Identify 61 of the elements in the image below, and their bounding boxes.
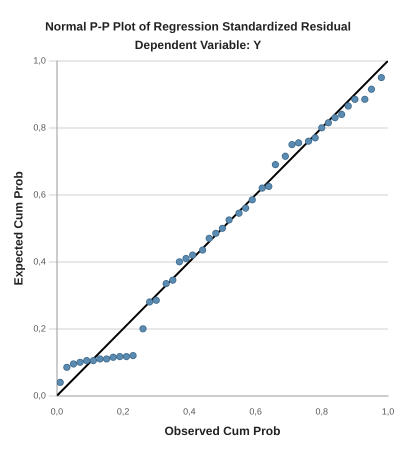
y-tick-label: 0,4 <box>33 256 46 266</box>
point <box>258 184 266 192</box>
point <box>265 182 272 190</box>
point <box>225 216 233 224</box>
point <box>162 280 170 288</box>
y-tick-label: 0,2 <box>33 323 46 334</box>
y-tick-label: 0,8 <box>33 122 46 132</box>
point <box>212 230 220 237</box>
point <box>272 161 280 168</box>
point <box>324 119 332 126</box>
point <box>304 138 312 145</box>
point <box>206 234 213 242</box>
chart-title: Normal P-P Plot of Regression Standardized Residual <box>45 20 351 34</box>
point <box>242 204 250 212</box>
point <box>295 139 302 146</box>
x-tick-label: 0,4 <box>183 406 196 417</box>
point <box>235 210 243 217</box>
point <box>176 258 184 266</box>
point <box>169 276 176 284</box>
point <box>90 357 97 364</box>
x-tick-label: 0,0 <box>50 406 64 417</box>
point <box>318 124 326 132</box>
y-axis-title: Expected Cum Prob <box>12 171 26 286</box>
point <box>189 252 196 259</box>
point <box>368 86 376 93</box>
point <box>63 364 70 371</box>
point <box>116 353 124 360</box>
chart-subtitle: Dependent Variable: Y <box>134 38 262 52</box>
y-tick-label: 0,0 <box>33 390 46 400</box>
point <box>110 354 117 361</box>
point <box>96 355 104 363</box>
point <box>102 355 110 363</box>
x-axis-title: Observed Cum Prob <box>164 424 280 438</box>
point <box>152 296 160 304</box>
x-tick-label: 1,0 <box>382 406 394 417</box>
x-tick-label: 0,6 <box>249 406 262 417</box>
point <box>76 358 84 366</box>
point <box>312 134 319 142</box>
y-tick-label: 0,6 <box>33 189 46 200</box>
point <box>70 360 78 368</box>
point <box>331 114 339 122</box>
point <box>288 140 296 148</box>
point <box>361 96 368 103</box>
point <box>56 378 64 386</box>
point <box>198 246 206 254</box>
x-tick-label: 0,8 <box>316 406 328 417</box>
point <box>282 152 289 160</box>
point <box>122 353 130 360</box>
point <box>218 224 226 232</box>
point <box>83 357 90 364</box>
point <box>344 102 352 110</box>
point <box>139 325 147 332</box>
x-tick-label: 0,2 <box>116 406 130 417</box>
y-tick-label: 1,0 <box>33 55 46 66</box>
point <box>378 74 385 82</box>
point <box>248 196 256 204</box>
point <box>351 96 358 103</box>
point <box>129 352 137 360</box>
point <box>182 254 190 262</box>
point <box>338 110 346 118</box>
point <box>146 298 154 306</box>
